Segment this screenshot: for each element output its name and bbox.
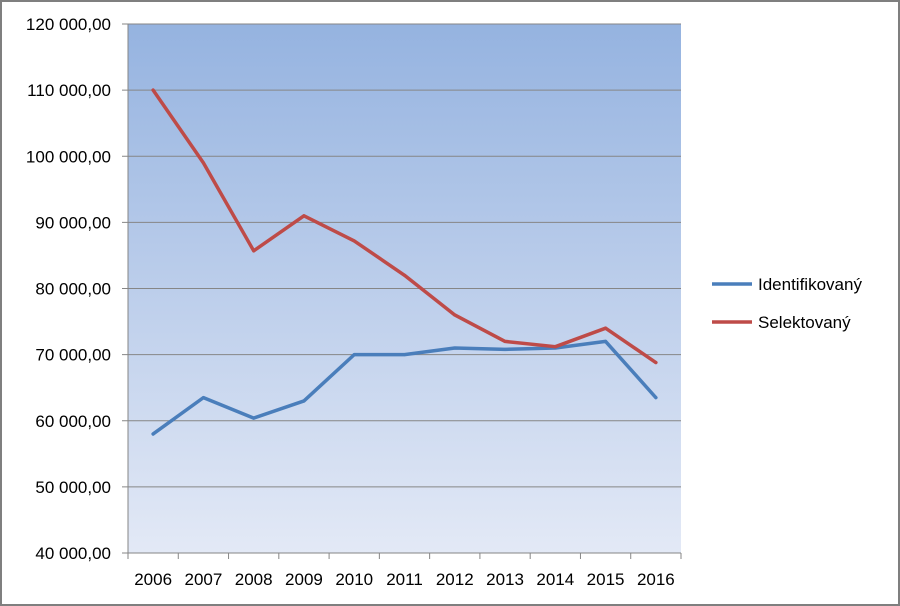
y-tick-label: 60 000,00 bbox=[35, 412, 111, 431]
y-tick-label: 70 000,00 bbox=[35, 346, 111, 365]
y-tick-label: 110 000,00 bbox=[27, 81, 111, 100]
data-point bbox=[453, 346, 457, 350]
y-axis-ticks: 40 000,00 50 000,00 60 000,00 70 000,00 80 0… bbox=[26, 15, 128, 563]
data-point bbox=[151, 432, 155, 436]
data-point bbox=[403, 353, 406, 357]
data-point bbox=[151, 88, 155, 92]
x-tick-label: 2013 bbox=[486, 570, 524, 589]
x-tick-label: 2009 bbox=[285, 570, 323, 589]
x-tick-label: 2008 bbox=[235, 570, 273, 589]
data-point bbox=[302, 214, 306, 218]
x-tick-label: 2011 bbox=[386, 570, 423, 589]
legend: Identifikovaný Selektovaný bbox=[712, 275, 862, 332]
y-tick-label: 50 000,00 bbox=[35, 478, 111, 497]
data-point bbox=[654, 396, 658, 400]
legend-label: Selektovaný bbox=[758, 313, 851, 332]
x-tick-label: 2010 bbox=[335, 570, 373, 589]
y-tick-label: 120 000,00 bbox=[26, 15, 111, 34]
data-point bbox=[604, 339, 608, 343]
legend-label: Identifikovaný bbox=[758, 275, 862, 294]
x-tick-label: 2014 bbox=[536, 570, 574, 589]
x-tick-label: 2016 bbox=[637, 570, 675, 589]
data-point bbox=[352, 239, 356, 243]
data-point bbox=[352, 353, 356, 357]
y-tick-label: 40 000,00 bbox=[35, 544, 111, 563]
data-point bbox=[553, 345, 557, 349]
data-point bbox=[201, 161, 205, 165]
x-tick-label: 2006 bbox=[134, 570, 172, 589]
data-point bbox=[302, 399, 306, 403]
data-point bbox=[252, 416, 256, 420]
data-point bbox=[252, 249, 256, 253]
data-point bbox=[453, 313, 457, 317]
data-point bbox=[503, 339, 507, 343]
data-point bbox=[654, 361, 658, 365]
data-point bbox=[604, 326, 608, 330]
data-point bbox=[503, 347, 507, 351]
x-tick-label: 2012 bbox=[436, 570, 474, 589]
x-axis-ticks: 2006 2007 2008 2009 2010 2011 2012 2013 2014 2015… bbox=[127, 553, 682, 589]
y-tick-label: 90 000,00 bbox=[35, 213, 111, 232]
data-point bbox=[403, 273, 406, 277]
data-point bbox=[201, 396, 205, 400]
x-tick-label: 2007 bbox=[184, 570, 222, 589]
x-tick-label: 2015 bbox=[587, 570, 625, 589]
y-tick-label: 100 000,00 bbox=[26, 147, 111, 166]
series-lines bbox=[151, 88, 658, 436]
y-tick-label: 80 000,00 bbox=[35, 280, 111, 299]
